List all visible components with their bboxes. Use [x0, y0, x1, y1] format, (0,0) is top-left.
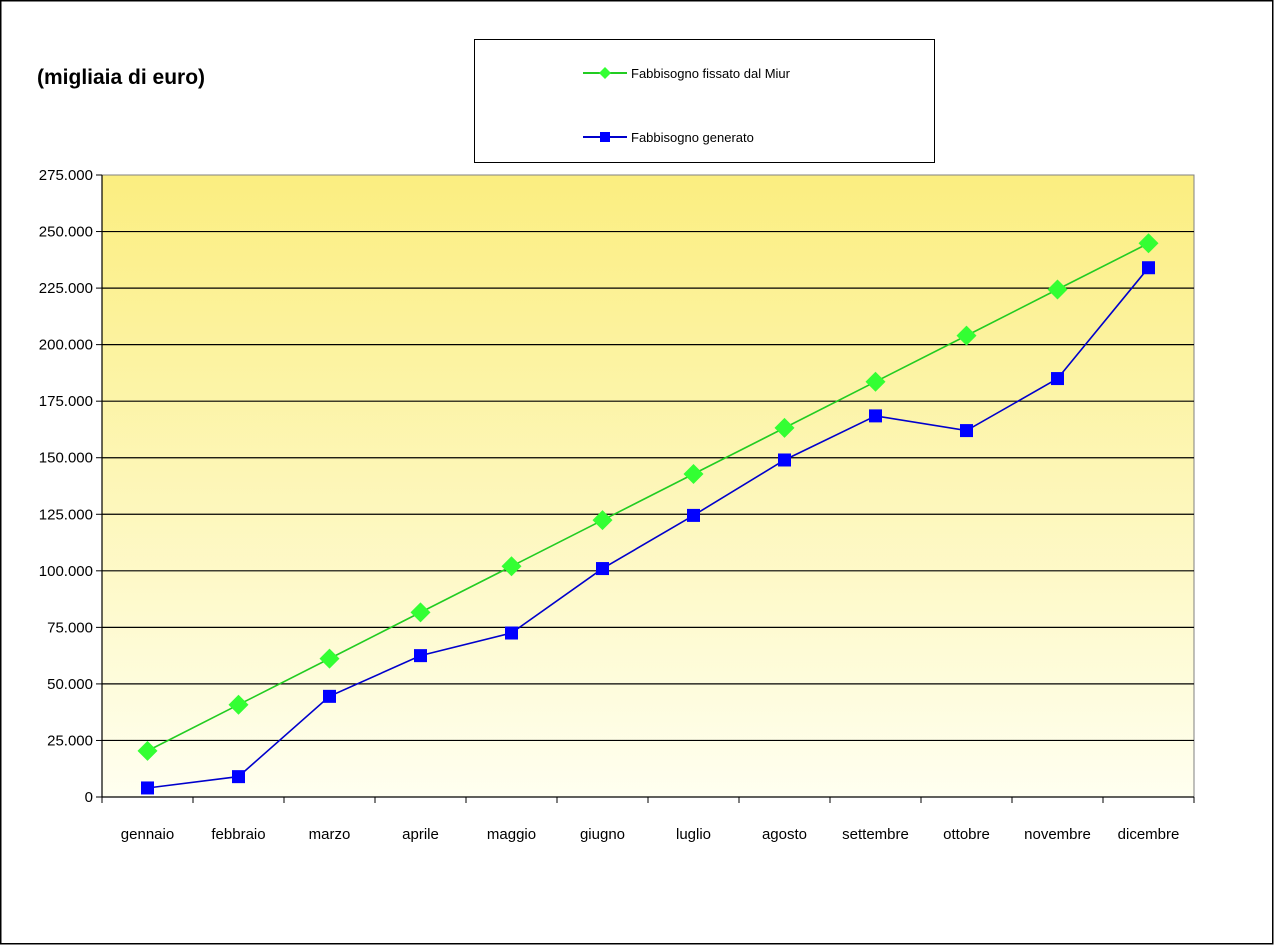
- y-tick-label: 275.000: [39, 167, 93, 184]
- x-tick-label: gennaio: [121, 826, 174, 843]
- data-point-generato: [1142, 261, 1155, 275]
- x-tick-label: aprile: [402, 826, 439, 843]
- data-point-miur: [683, 464, 704, 485]
- data-point-generato: [778, 453, 791, 467]
- y-tick-label: 175.000: [39, 393, 93, 410]
- data-point-miur: [410, 602, 431, 623]
- legend: Fabbisogno fissato dal Miur Fabbisogno g…: [474, 39, 935, 163]
- x-tick-label: maggio: [487, 826, 536, 843]
- y-tick-label: 225.000: [39, 280, 93, 297]
- data-point-miur: [501, 556, 522, 577]
- x-tick-label: luglio: [676, 826, 711, 843]
- unit-label: (migliaia di euro): [37, 66, 206, 89]
- y-axis-tick-labels: 0 25.000 50.000 75.000 100.000 125.000 150.000…: [39, 167, 93, 806]
- x-tick-label: dicembre: [1118, 826, 1180, 843]
- x-axis-tick-labels: gennaio febbraio marzo aprile maggio giugno lu…: [121, 826, 1180, 843]
- legend-item-miur: Fabbisogno fissato dal Miur: [583, 63, 790, 83]
- data-point-generato: [141, 781, 154, 795]
- data-point-generato: [869, 409, 882, 423]
- data-point-miur: [228, 694, 249, 715]
- data-point-generato: [596, 562, 609, 576]
- grid-lines: [96, 174, 1194, 798]
- data-point-generato: [687, 508, 700, 522]
- legend-item-generato: Fabbisogno generato: [583, 127, 754, 147]
- data-point-miur: [956, 325, 977, 346]
- data-point-miur: [1138, 233, 1159, 254]
- series-lines: [137, 233, 1159, 795]
- x-tick-label: febbraio: [211, 826, 265, 843]
- y-tick-label: 25.000: [47, 732, 93, 749]
- data-point-generato: [505, 626, 518, 640]
- plot-area: [101, 174, 1195, 798]
- x-tick-label: settembre: [842, 826, 909, 843]
- data-point-generato: [232, 770, 245, 784]
- data-point-miur: [1047, 279, 1068, 300]
- data-point-generato: [323, 689, 336, 703]
- data-point-generato: [1051, 372, 1064, 386]
- data-point-miur: [592, 510, 613, 531]
- x-tick-label: ottobre: [943, 826, 990, 843]
- y-tick-label: 125.000: [39, 506, 93, 523]
- series-line-generato: [147, 267, 1150, 789]
- data-point-generato: [960, 424, 973, 438]
- x-tick-label: marzo: [309, 826, 351, 843]
- data-point-miur: [774, 417, 795, 438]
- data-point-miur: [137, 740, 158, 761]
- legend-swatch-generato: [583, 132, 627, 142]
- y-tick-label: 250.000: [39, 224, 93, 241]
- legend-swatch-miur: [583, 67, 627, 79]
- y-tick-label: 75.000: [47, 619, 93, 636]
- x-tick-label: giugno: [580, 826, 625, 843]
- y-tick-label: 200.000: [39, 337, 93, 354]
- series-line-miur: [147, 242, 1149, 752]
- y-tick-label: 0: [85, 789, 93, 806]
- legend-label-miur: Fabbisogno fissato dal Miur: [631, 65, 790, 81]
- data-point-miur: [319, 648, 340, 669]
- data-point-generato: [414, 649, 427, 663]
- axes: [101, 175, 1195, 803]
- y-tick-label: 150.000: [39, 450, 93, 467]
- legend-label-generato: Fabbisogno generato: [631, 129, 754, 145]
- data-point-miur: [865, 371, 886, 392]
- y-tick-label: 50.000: [47, 676, 93, 693]
- y-tick-label: 100.000: [39, 563, 93, 580]
- x-tick-label: novembre: [1024, 826, 1091, 843]
- x-tick-label: agosto: [762, 826, 807, 843]
